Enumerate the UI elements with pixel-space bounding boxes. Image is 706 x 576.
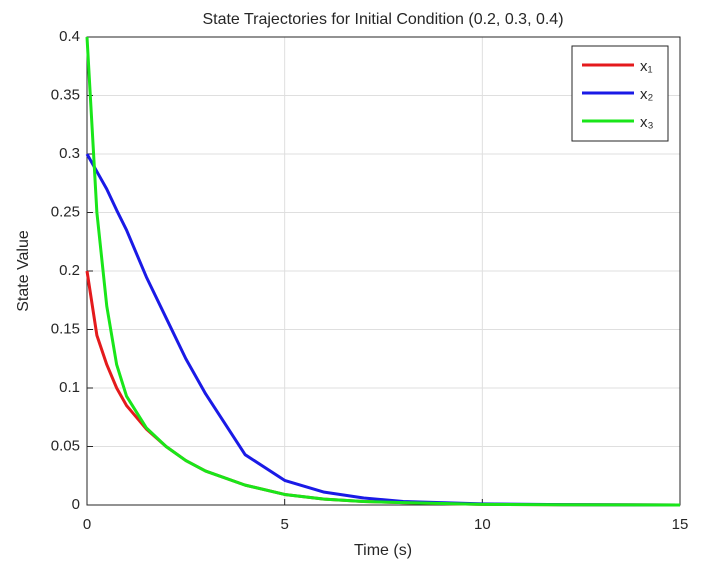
x-tick-label: 5 <box>280 516 288 533</box>
x-tick-label: 15 <box>672 516 689 533</box>
y-axis-label: State Value <box>15 230 32 312</box>
legend: x₁ x₂ x₃ <box>571 45 669 142</box>
legend-label: x₁ <box>640 58 653 75</box>
y-tick-label: 0.35 <box>51 86 80 103</box>
y-tick-label: 0.4 <box>59 28 80 45</box>
y-tick-label: 0 <box>72 496 80 513</box>
x-tick-label: 10 <box>474 516 491 533</box>
legend-label: x₂ <box>640 86 654 103</box>
y-tick-label: 0.25 <box>51 203 80 220</box>
data-line <box>85 36 681 507</box>
x-tick-label: 0 <box>83 516 91 533</box>
y-tick-label: 0.1 <box>59 379 80 396</box>
y-tick-label: 0.2 <box>59 262 80 279</box>
chart-title: State Trajectories for Initial Condition… <box>202 11 563 28</box>
y-tick-label: 0.05 <box>51 437 80 454</box>
x-axis-label: Time (s) <box>354 542 412 559</box>
legend-label: x₃ <box>640 114 654 131</box>
y-tick-label: 0.15 <box>51 320 80 337</box>
y-tick-label: 0.3 <box>59 145 80 162</box>
